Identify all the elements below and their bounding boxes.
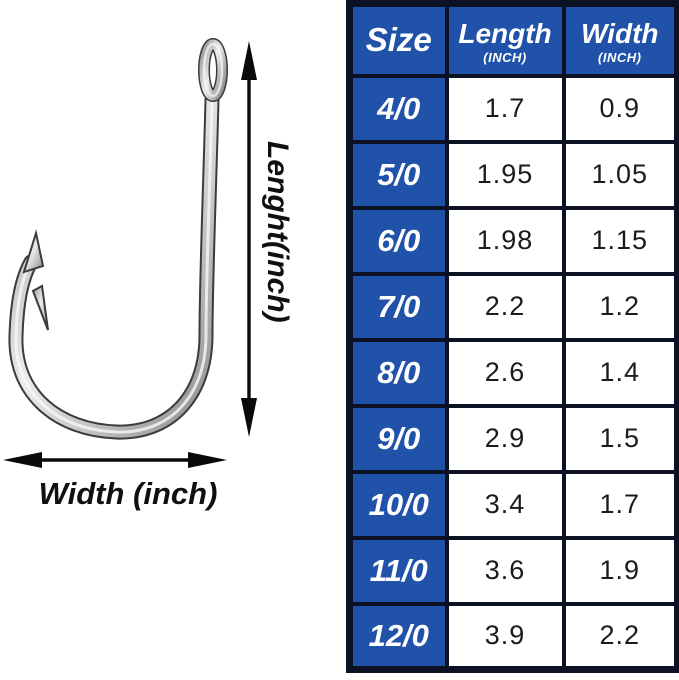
- length-cell: 1.95: [444, 139, 566, 210]
- table-header-row: Size Length (INCH) Width (INCH): [347, 1, 679, 78]
- width-dimension-label: Width (inch): [38, 476, 218, 511]
- col-header-width: Width (INCH): [561, 1, 679, 78]
- col-header-size-label: Size: [365, 21, 432, 59]
- size-cell: 9/0: [347, 403, 449, 474]
- table-row: 7/0 2.2 1.2: [347, 271, 679, 342]
- col-header-width-unit: (INCH): [598, 50, 642, 66]
- width-cell: 1.4: [561, 337, 679, 408]
- width-cell: 1.2: [561, 271, 679, 342]
- width-arrow-icon: [3, 452, 227, 468]
- col-header-length: Length (INCH): [444, 1, 566, 78]
- size-cell: 4/0: [347, 73, 449, 144]
- width-cell: 0.9: [561, 73, 679, 144]
- col-header-length-label: Length: [458, 18, 552, 50]
- length-cell: 1.98: [444, 205, 566, 276]
- length-cell: 2.6: [444, 337, 566, 408]
- width-cell: 1.7: [561, 469, 679, 540]
- table-row: 12/0 3.9 2.2: [347, 601, 679, 672]
- length-cell: 2.2: [444, 271, 566, 342]
- col-header-width-label: Width: [581, 18, 659, 50]
- width-cell: 1.9: [561, 535, 679, 606]
- table-row: 9/0 2.9 1.5: [347, 403, 679, 474]
- width-cell: 1.05: [561, 139, 679, 210]
- fishing-hook-icon: [8, 38, 228, 440]
- size-cell: 12/0: [347, 601, 449, 672]
- table-row: 8/0 2.6 1.4: [347, 337, 679, 408]
- length-dimension-label: Lenght(inch): [261, 141, 294, 323]
- size-chart-table: Size Length (INCH) Width (INCH) 4/0 1.7 …: [346, 0, 679, 673]
- size-cell: 7/0: [347, 271, 449, 342]
- table-row: 11/0 3.6 1.9: [347, 535, 679, 606]
- size-cell: 8/0: [347, 337, 449, 408]
- length-cell: 2.9: [444, 403, 566, 474]
- size-cell: 11/0: [347, 535, 449, 606]
- col-header-length-unit: (INCH): [483, 50, 527, 66]
- table-row: 5/0 1.95 1.05: [347, 139, 679, 210]
- length-cell: 1.7: [444, 73, 566, 144]
- width-cell: 1.5: [561, 403, 679, 474]
- length-cell: 3.6: [444, 535, 566, 606]
- width-cell: 2.2: [561, 601, 679, 672]
- length-arrow-icon: [241, 41, 257, 437]
- col-header-size: Size: [347, 1, 449, 78]
- table-row: 10/0 3.4 1.7: [347, 469, 679, 540]
- size-cell: 5/0: [347, 139, 449, 210]
- length-cell: 3.9: [444, 601, 566, 672]
- size-cell: 6/0: [347, 205, 449, 276]
- hook-dimension-diagram: [3, 38, 257, 468]
- width-cell: 1.15: [561, 205, 679, 276]
- length-cell: 3.4: [444, 469, 566, 540]
- size-cell: 10/0: [347, 469, 449, 540]
- table-row: 6/0 1.98 1.15: [347, 205, 679, 276]
- table-row: 4/0 1.7 0.9: [347, 73, 679, 144]
